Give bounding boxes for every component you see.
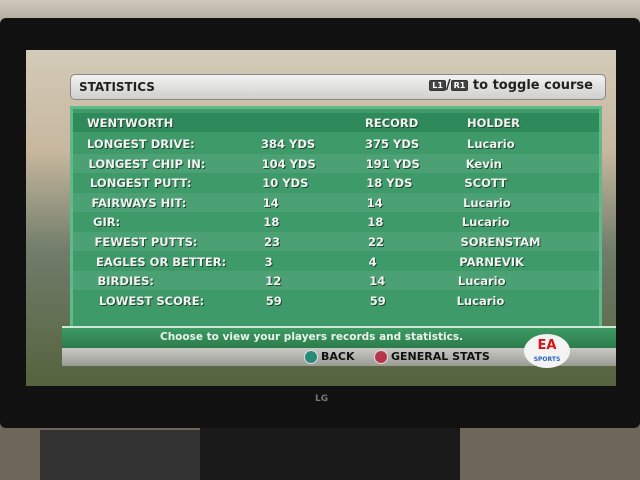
ea-sports-logo: EA SPORTS [524,334,570,368]
table-row: GIR: 18 18 Lucario [73,212,599,231]
stat-value: 59 [265,293,282,308]
stat-label: EAGLES OR BETTER: [96,254,227,269]
stat-record: 14 [366,195,383,210]
stat-label: LONGEST DRIVE: [87,137,195,151]
stat-holder: Lucario [461,215,510,230]
general-stats-label: GENERAL STATS [391,350,490,363]
stat-value: 12 [265,274,282,289]
toggle-text: to toggle course [472,78,593,93]
table-row: LONGEST DRIVE: 384 YDS 375 YDS Lucario [73,134,599,153]
stat-label: FEWEST PUTTS: [94,235,198,249]
stat-holder: Lucario [457,274,506,289]
stat-value: 104 YDS [261,156,316,171]
page-title: STATISTICS [79,80,155,94]
stat-label: BIRDIES: [97,274,154,289]
game-screen: STATISTICS L1/R1 to toggle course WENTWO… [26,50,616,386]
record-header: RECORD [365,116,419,130]
table-row: LOWEST SCORE: 59 59 Lucario [73,291,599,310]
l1-button-icon: L1 [429,80,446,91]
hint-bar: Choose to view your players records and … [62,326,616,348]
stat-value: 3 [264,254,273,269]
general-stats-button[interactable]: GENERAL STATS [374,350,490,364]
holder-header: HOLDER [467,116,520,130]
stat-record: 22 [368,235,385,249]
stat-record: 18 [367,215,384,230]
toggle-course-hint[interactable]: L1/R1 to toggle course [429,78,593,93]
stat-label: LOWEST SCORE: [99,293,205,308]
stat-record: 59 [369,293,386,308]
stat-record: 4 [368,254,377,269]
table-row: BIRDIES: 12 14 Lucario [73,271,599,291]
stat-record: 191 YDS [365,156,420,171]
stat-label: FAIRWAYS HIT: [91,195,187,210]
stat-holder: SCOTT [464,176,507,191]
stat-value: 10 YDS [262,176,309,191]
button-bar: BACK GENERAL STATS [62,348,616,366]
tv-brand-logo: LG [315,394,329,404]
stat-record: 14 [369,274,386,289]
back-label: BACK [321,350,355,363]
course-name: WENTWORTH [87,116,174,130]
table-row: LONGEST CHIP IN: 104 YDS 191 YDS Kevin [73,153,599,173]
tv-stand [200,420,460,480]
table-header: WENTWORTH RECORD HOLDER [73,113,599,132]
triangle-button-icon [304,350,318,364]
stat-label: LONGEST CHIP IN: [88,156,206,171]
r1-button-icon: R1 [450,80,469,91]
table-row: FAIRWAYS HIT: 14 14 Lucario [73,192,599,212]
stat-label: LONGEST PUTT: [90,176,192,191]
stat-value: 14 [262,195,279,210]
stat-value: 384 YDS [261,137,316,151]
table-row: EAGLES OR BETTER: 3 4 PARNEVIK [73,252,599,271]
back-button[interactable]: BACK [304,350,355,364]
stat-record: 375 YDS [365,137,420,151]
stat-value: 23 [264,235,281,249]
console [40,430,210,480]
stat-holder: Lucario [456,293,505,308]
table-row: FEWEST PUTTS: 23 22 SORENSTAM [73,232,599,251]
stat-value: 18 [263,215,280,230]
stat-holder: SORENSTAM [460,235,541,249]
stat-holder: Lucario [467,137,515,151]
stat-holder: PARNEVIK [459,254,524,269]
stat-holder: Lucario [463,195,511,210]
circle-button-icon [374,350,388,364]
stat-record: 18 YDS [366,176,413,191]
table-row: LONGEST PUTT: 10 YDS 18 YDS SCOTT [73,173,599,192]
title-bar: STATISTICS L1/R1 to toggle course [70,74,606,100]
hint-text: Choose to view your players records and … [160,331,464,343]
stats-table: WENTWORTH RECORD HOLDER LONGEST DRIVE: 38… [70,106,602,334]
stat-label: GIR: [93,215,121,230]
stat-holder: Kevin [465,156,502,171]
